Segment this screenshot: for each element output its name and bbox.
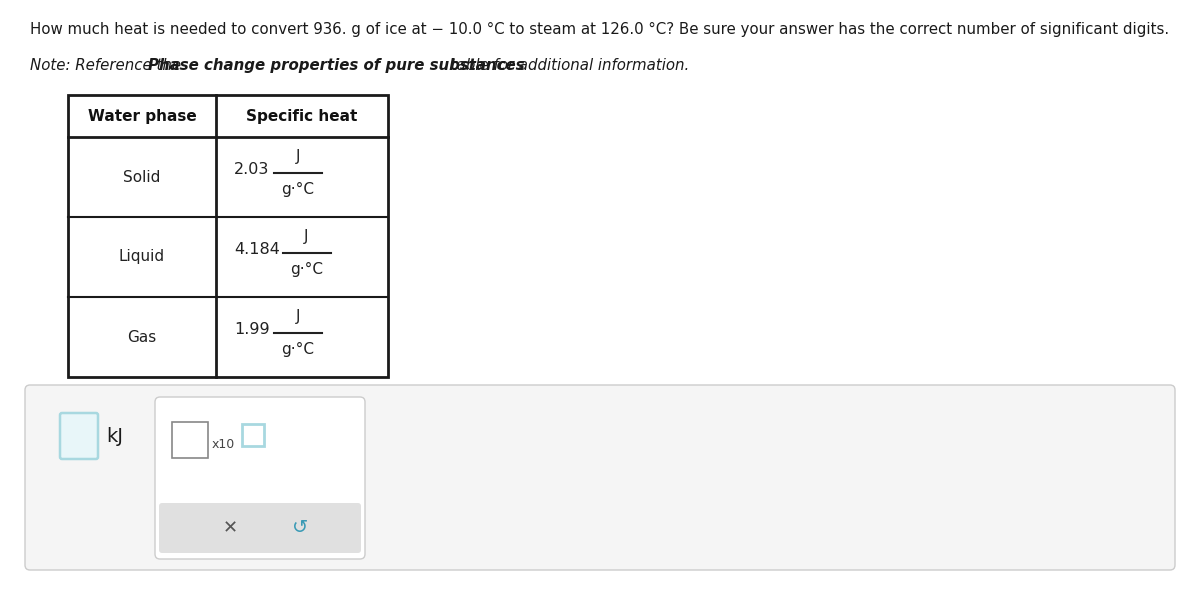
- Text: g·°C: g·°C: [290, 261, 323, 276]
- Text: Liquid: Liquid: [119, 249, 166, 264]
- Text: Note: Reference the: Note: Reference the: [30, 58, 186, 73]
- Text: Gas: Gas: [127, 329, 157, 344]
- FancyBboxPatch shape: [25, 385, 1175, 570]
- Text: How much heat is needed to convert 936. g of ice at − 10.0 °C to steam at 126.0 : How much heat is needed to convert 936. …: [30, 22, 1169, 37]
- Text: Water phase: Water phase: [88, 108, 197, 124]
- FancyBboxPatch shape: [158, 503, 361, 553]
- FancyBboxPatch shape: [155, 397, 365, 559]
- Bar: [242, 424, 264, 446]
- Bar: [172, 422, 208, 458]
- Text: 1.99: 1.99: [234, 322, 270, 337]
- Text: ✕: ✕: [222, 519, 238, 537]
- Text: g·°C: g·°C: [282, 181, 314, 197]
- Text: g·°C: g·°C: [282, 341, 314, 356]
- Text: J: J: [295, 310, 300, 325]
- Bar: [68, 95, 388, 377]
- Text: x10: x10: [212, 438, 235, 450]
- Text: J: J: [305, 230, 308, 245]
- Text: Specific heat: Specific heat: [246, 108, 358, 124]
- Text: J: J: [295, 150, 300, 164]
- Text: ↺: ↺: [292, 518, 308, 538]
- Text: Solid: Solid: [124, 169, 161, 185]
- Text: table for additional information.: table for additional information.: [446, 58, 689, 73]
- Text: Phase change properties of pure substances: Phase change properties of pure substanc…: [148, 58, 524, 73]
- Text: kJ: kJ: [106, 426, 124, 446]
- Text: 4.184: 4.184: [234, 242, 280, 257]
- Text: 2.03: 2.03: [234, 161, 269, 176]
- FancyBboxPatch shape: [60, 413, 98, 459]
